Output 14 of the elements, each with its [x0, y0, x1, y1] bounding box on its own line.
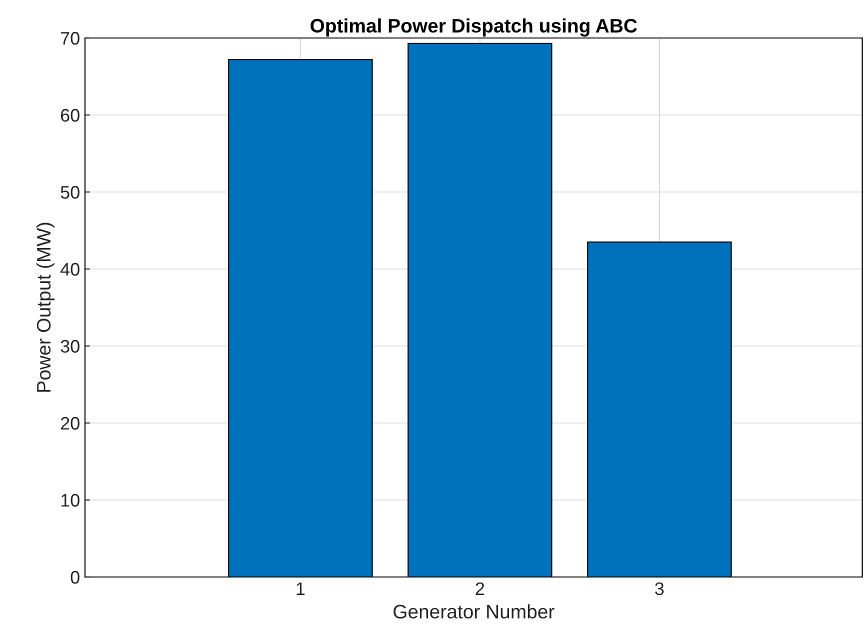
y-tick-label: 70 [60, 32, 80, 45]
y-tick-label: 30 [60, 340, 80, 353]
y-tick-label: 20 [60, 416, 80, 430]
y-tick-label: 40 [60, 262, 80, 276]
x-axis-title: Generator Number [394, 604, 554, 619]
x-tick-label: 2 [476, 582, 484, 595]
x-tick-label: 3 [655, 582, 664, 596]
chart-title: Optimal Power Dispatch using ABC [310, 18, 637, 37]
y-axis-title: Power Output (MW) [36, 222, 54, 392]
y-tick-label: 50 [60, 186, 80, 199]
y-tick-label: 10 [61, 494, 80, 507]
y-tick-label: 60 [60, 108, 80, 122]
x-tick-label: 1 [296, 582, 305, 595]
y-tick-label: 0 [70, 570, 80, 584]
